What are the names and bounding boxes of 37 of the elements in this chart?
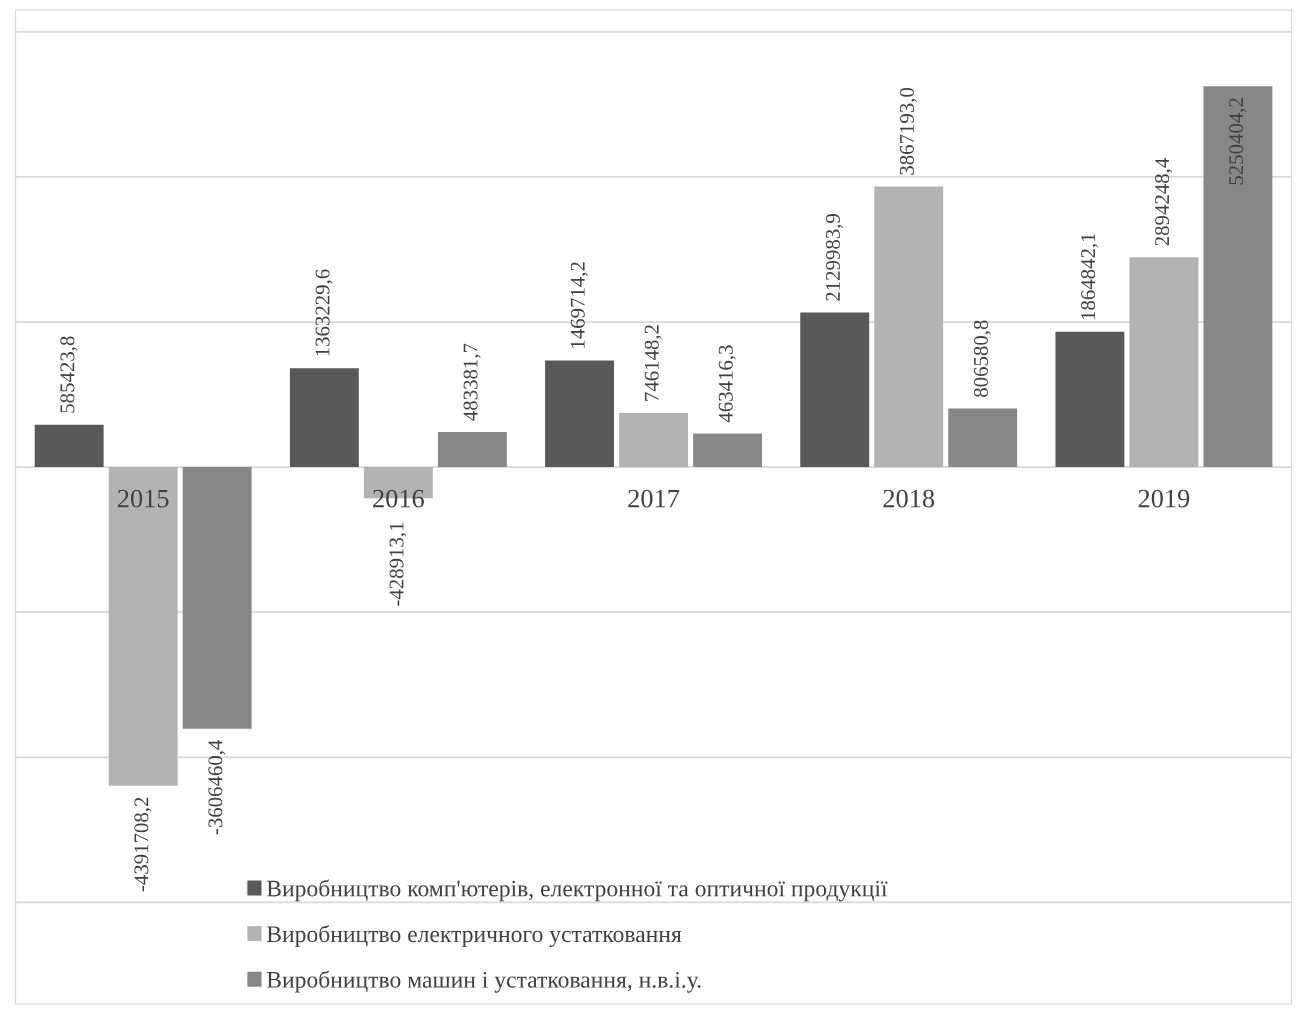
bar — [182, 467, 252, 729]
bar — [619, 412, 688, 468]
data-label: 1363229,6 — [315, 269, 333, 356]
data-label: -4391708,2 — [134, 797, 152, 892]
data-label: 806580,8 — [973, 320, 991, 397]
data-label: -3606460,4 — [208, 739, 226, 835]
x-tick-label: 2018 — [883, 489, 935, 508]
data-label: 1864842,1 — [1081, 233, 1099, 320]
bar — [108, 467, 178, 786]
data-label: 2894248,4 — [1155, 158, 1173, 246]
x-tick-label: 2017 — [628, 489, 680, 508]
x-tick-label: 2016 — [373, 489, 424, 508]
bar — [289, 368, 359, 468]
data-label: 5250404,2 — [1229, 98, 1247, 185]
bar — [1129, 257, 1199, 468]
x-tick-label: 2019 — [1138, 489, 1190, 508]
legend-label: Виробництво комп'ютерів, електронної та оптичної продукції — [266, 879, 888, 902]
bar — [693, 433, 762, 468]
bar — [1055, 331, 1125, 468]
x-tick-label: 2015 — [117, 489, 169, 508]
bar — [437, 432, 507, 468]
bar — [34, 424, 104, 468]
bar — [1203, 86, 1273, 468]
data-label: 746148,2 — [644, 325, 662, 401]
data-label: 463416,3 — [718, 345, 736, 423]
legend-label: Виробництво електричного устатковання — [266, 925, 682, 948]
data-label: 483381,7 — [463, 343, 481, 421]
legend-label: Виробництво машин і устатковання, н.в.і.у. — [266, 970, 701, 993]
data-label: 3867193,0 — [899, 87, 917, 175]
bar — [874, 186, 944, 468]
data-label: 1469714,2 — [570, 262, 588, 348]
bar — [545, 360, 614, 468]
data-label: 2129983,9 — [825, 214, 843, 301]
data-label: -428913,1 — [389, 522, 407, 606]
bar — [800, 312, 870, 468]
data-label: 585423,8 — [60, 336, 78, 413]
bar — [948, 408, 1018, 468]
